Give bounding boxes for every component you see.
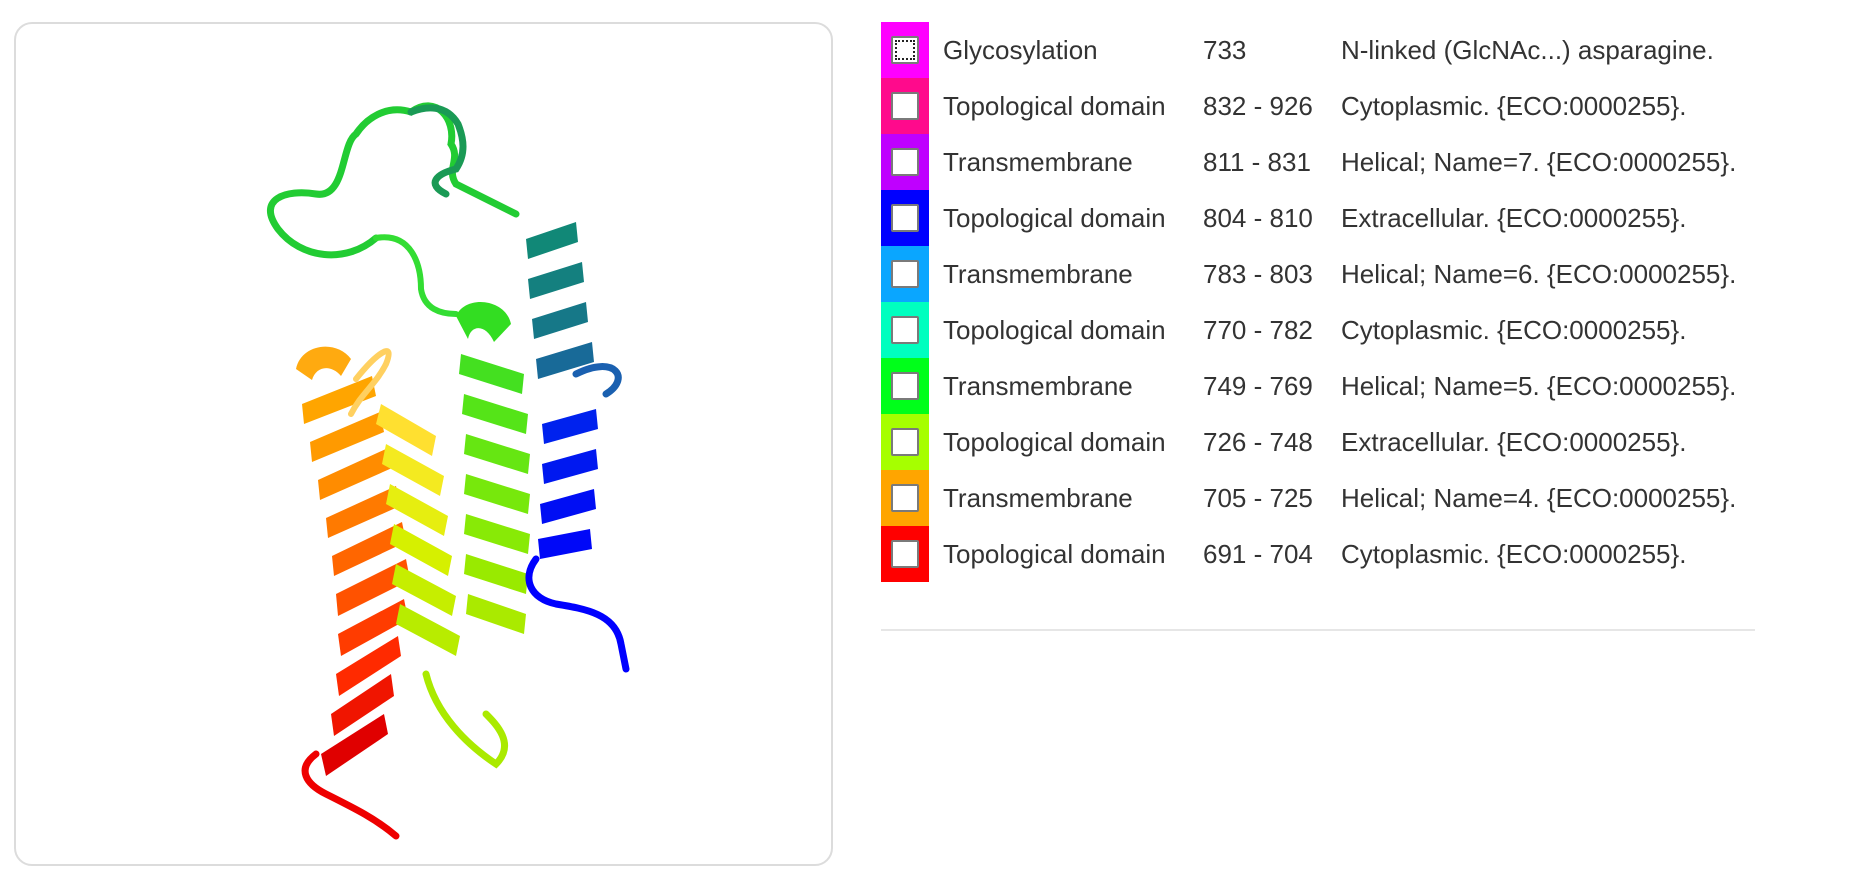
feature-position: 733 [1203, 34, 1247, 65]
feature-row[interactable]: Topological domain 804 - 810 Extracellular… [881, 190, 1755, 246]
feature-position: 705 - 725 [1203, 482, 1313, 513]
feature-position: 832 - 926 [1203, 90, 1313, 121]
feature-row[interactable]: Topological domain 770 - 782 Cytoplasmic. … [881, 302, 1755, 358]
color-swatch-fill [881, 134, 929, 190]
color-swatch [881, 246, 929, 302]
feature-checkbox[interactable] [891, 316, 919, 344]
feature-description: Extracellular. {ECO:0000255}. [1341, 426, 1687, 457]
color-swatch [881, 526, 929, 582]
feature-type: Transmembrane [943, 482, 1133, 513]
color-swatch [881, 302, 929, 358]
feature-description: Cytoplasmic. {ECO:0000255}. [1341, 90, 1687, 121]
feature-checkbox[interactable] [891, 36, 919, 64]
feature-description: Helical; Name=5. {ECO:0000255}. [1341, 370, 1737, 401]
color-swatch-fill [881, 246, 929, 302]
structure-viewer[interactable] [14, 22, 833, 866]
color-swatch [881, 470, 929, 526]
feature-checkbox[interactable] [891, 148, 919, 176]
color-swatch [881, 190, 929, 246]
feature-row[interactable]: Glycosylation 733 N-linked (GlcNAc...) asp… [881, 22, 1755, 78]
helix-transmembrane-7 [526, 222, 622, 398]
feature-position: 726 - 748 [1203, 426, 1313, 457]
color-swatch-fill [881, 302, 929, 358]
feature-description: Cytoplasmic. {ECO:0000255}. [1341, 538, 1687, 569]
feature-type: Topological domain [943, 202, 1166, 233]
feature-position: 783 - 803 [1203, 258, 1313, 289]
feature-row[interactable]: Transmembrane 811 - 831 Helical; Name=7. {… [881, 134, 1755, 190]
feature-row[interactable]: Transmembrane 783 - 803 Helical; Name=6. {… [881, 246, 1755, 302]
color-swatch [881, 414, 929, 470]
feature-checkbox[interactable] [891, 540, 919, 568]
feature-description: N-linked (GlcNAc...) asparagine. [1341, 34, 1714, 65]
feature-description: Helical; Name=7. {ECO:0000255}. [1341, 146, 1737, 177]
helix-transmembrane-4 [296, 346, 410, 776]
feature-checkbox[interactable] [891, 260, 919, 288]
feature-row[interactable]: Transmembrane 705 - 725 Helical; Name=4. {… [881, 470, 1755, 526]
color-swatch [881, 78, 929, 134]
feature-type: Topological domain [943, 314, 1166, 345]
helix-extracellular-blue [525, 409, 630, 673]
feature-type: Glycosylation [943, 34, 1098, 65]
feature-description: Helical; Name=6. {ECO:0000255}. [1341, 258, 1737, 289]
feature-type: Transmembrane [943, 258, 1133, 289]
feature-checkbox[interactable] [891, 92, 919, 120]
color-swatch-fill [881, 414, 929, 470]
color-swatch-fill [881, 470, 929, 526]
feature-position: 804 - 810 [1203, 202, 1313, 233]
feature-position: 749 - 769 [1203, 370, 1313, 401]
feature-checkbox[interactable] [891, 204, 919, 232]
helix-transmembrane-6 [456, 302, 530, 634]
feature-table: Glycosylation 733 N-linked (GlcNAc...) asp… [881, 22, 1755, 582]
feature-description: Helical; Name=4. {ECO:0000255}. [1341, 482, 1737, 513]
feature-type: Topological domain [943, 426, 1166, 457]
protein-ribbon-model[interactable] [16, 24, 833, 866]
helix-transmembrane-5 [348, 348, 509, 769]
feature-position: 811 - 831 [1203, 146, 1311, 177]
feature-description: Cytoplasmic. {ECO:0000255}. [1341, 314, 1687, 345]
feature-row[interactable]: Topological domain 691 - 704 Cytoplasmic. … [881, 526, 1755, 582]
color-swatch-fill [881, 78, 929, 134]
color-swatch-fill [881, 526, 929, 582]
color-swatch-fill [881, 22, 929, 78]
feature-row[interactable]: Transmembrane 749 - 769 Helical; Name=5. {… [881, 358, 1755, 414]
feature-checkbox[interactable] [891, 372, 919, 400]
feature-position: 691 - 704 [1203, 538, 1313, 569]
feature-type: Topological domain [943, 90, 1166, 121]
color-swatch-fill [881, 358, 929, 414]
color-swatch [881, 358, 929, 414]
feature-row[interactable]: Topological domain 832 - 926 Cytoplasmic. … [881, 78, 1755, 134]
color-swatch-fill [881, 190, 929, 246]
feature-type: Transmembrane [943, 370, 1133, 401]
feature-row[interactable]: Topological domain 726 - 748 Extracellular… [881, 414, 1755, 470]
color-swatch [881, 134, 929, 190]
feature-checkbox[interactable] [891, 484, 919, 512]
feature-checkbox[interactable] [891, 428, 919, 456]
divider [881, 629, 1755, 631]
feature-position: 770 - 782 [1203, 314, 1313, 345]
feature-type: Topological domain [943, 538, 1166, 569]
feature-description: Extracellular. {ECO:0000255}. [1341, 202, 1687, 233]
feature-type: Transmembrane [943, 146, 1133, 177]
color-swatch [881, 22, 929, 78]
